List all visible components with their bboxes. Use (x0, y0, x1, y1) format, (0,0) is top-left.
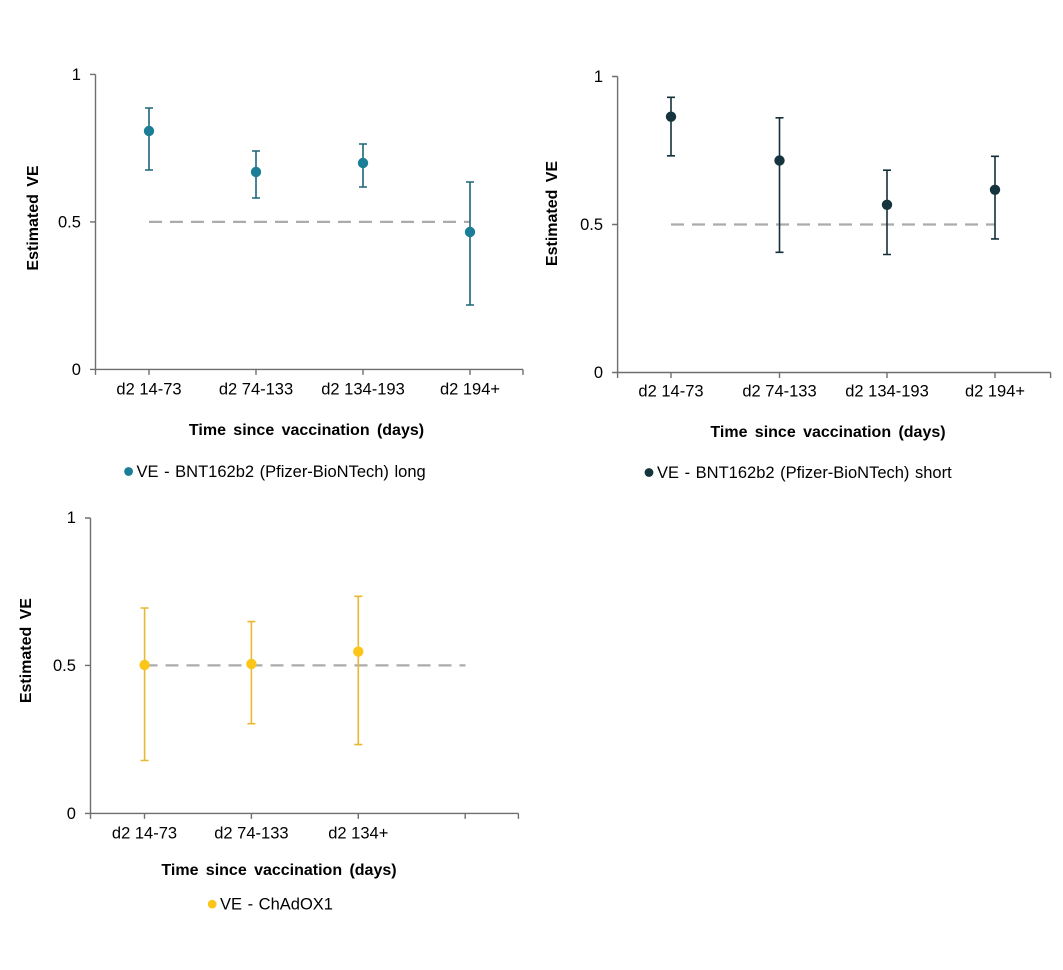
svg-text:VE - BNT162b2 (Pfizer-BioNTech: VE - BNT162b2 (Pfizer-BioNTech) long (137, 463, 426, 481)
svg-text:0: 0 (594, 364, 603, 382)
svg-text:d2 14-73: d2 14-73 (638, 383, 703, 401)
svg-text:Estimated VE: Estimated VE (18, 598, 35, 703)
svg-text:VE - ChAdOX1: VE - ChAdOX1 (220, 896, 333, 914)
svg-text:0: 0 (72, 361, 81, 379)
svg-text:d2 74-133: d2 74-133 (219, 381, 293, 399)
svg-text:1: 1 (67, 509, 76, 527)
svg-text:0.5: 0.5 (580, 216, 603, 234)
svg-text:VE - BNT162b2 (Pfizer-BioNTech: VE - BNT162b2 (Pfizer-BioNTech) short (657, 464, 952, 482)
svg-text:d2 194+: d2 194+ (965, 383, 1025, 401)
svg-text:Estimated VE: Estimated VE (25, 165, 42, 270)
svg-text:d2 134-193: d2 134-193 (845, 383, 929, 401)
svg-text:0.5: 0.5 (58, 213, 81, 231)
svg-text:d2 194+: d2 194+ (440, 381, 500, 399)
svg-text:d2 14-73: d2 14-73 (112, 825, 177, 843)
svg-text:d2 134-193: d2 134-193 (321, 381, 405, 399)
svg-text:Estimated VE: Estimated VE (544, 161, 561, 266)
svg-text:Time since vaccination (days): Time since vaccination (days) (189, 422, 424, 439)
svg-text:Time since vaccination (days): Time since vaccination (days) (710, 424, 945, 441)
svg-text:d2 134+: d2 134+ (328, 825, 388, 843)
svg-text:0.5: 0.5 (53, 657, 76, 675)
svg-text:d2 14-73: d2 14-73 (116, 381, 181, 399)
svg-text:d2 74-133: d2 74-133 (214, 825, 288, 843)
svg-text:d2 74-133: d2 74-133 (742, 383, 816, 401)
svg-text:0: 0 (67, 805, 76, 823)
svg-text:1: 1 (72, 66, 81, 84)
svg-text:Time since vaccination (days): Time since vaccination (days) (161, 862, 396, 879)
svg-text:1: 1 (594, 68, 603, 86)
